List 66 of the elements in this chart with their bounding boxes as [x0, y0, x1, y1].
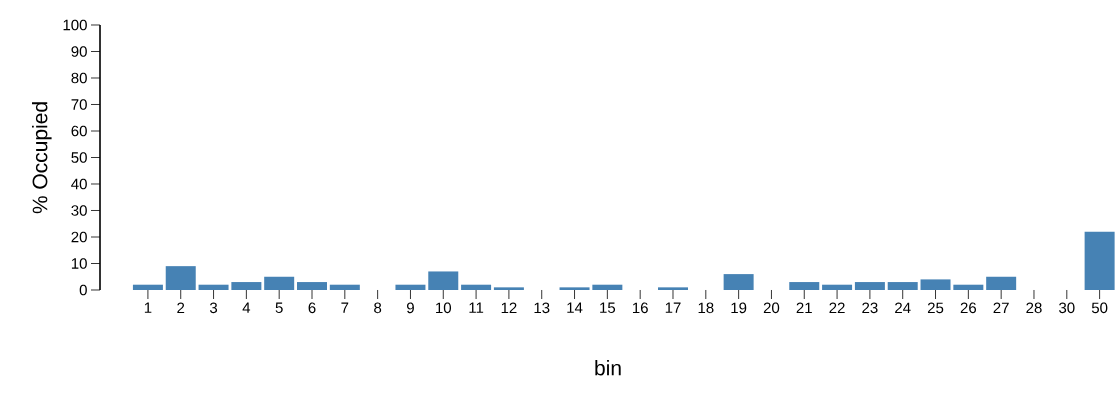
y-tick-label: 50 — [71, 152, 87, 163]
x-tick-label: 3 — [209, 302, 218, 314]
x-tick-label: 27 — [993, 302, 1009, 314]
y-tick-label: 30 — [71, 205, 87, 216]
bar — [329, 284, 360, 290]
y-tick-label: 90 — [71, 46, 87, 57]
bar — [887, 282, 918, 290]
bar — [920, 279, 951, 290]
x-tick-label: 8 — [374, 302, 382, 314]
x-tick-label: 11 — [469, 302, 484, 313]
x-tick-label: 18 — [698, 302, 714, 314]
x-tick-label: 28 — [1026, 302, 1042, 314]
x-tick-label: 25 — [927, 302, 944, 314]
bar — [395, 284, 426, 290]
x-tick-label: 23 — [862, 302, 878, 314]
bar — [789, 282, 820, 290]
x-tick-label: 30 — [1059, 302, 1075, 314]
bar — [461, 284, 492, 290]
x-tick-label: 9 — [406, 302, 414, 314]
x-tick-label: 21 — [796, 302, 812, 314]
y-tick-label: 40 — [71, 178, 87, 190]
y-tick-label: 60 — [71, 125, 87, 137]
bar — [264, 276, 295, 290]
y-tick-label: 10 — [71, 258, 87, 269]
x-tick-label: 16 — [632, 302, 648, 314]
x-tick-label: 1 — [144, 302, 152, 313]
x-tick-label: 17 — [665, 302, 681, 313]
bar — [953, 284, 984, 290]
x-tick-label: 20 — [763, 302, 780, 314]
bar — [822, 284, 853, 290]
bar — [854, 282, 885, 290]
x-tick-label: 12 — [501, 302, 517, 314]
bar — [132, 284, 163, 290]
y-tick-label: 100 — [63, 19, 87, 31]
x-tick-label: 10 — [436, 302, 452, 314]
bar — [428, 271, 459, 290]
y-tick-label: 0 — [79, 284, 87, 296]
bar — [297, 282, 327, 290]
bar — [657, 287, 688, 290]
bar — [165, 266, 196, 290]
x-axis-title: bin — [595, 360, 621, 376]
y-axis-title: % Occupied — [32, 102, 52, 214]
x-tick-label: 22 — [829, 302, 845, 314]
x-tick-label: 24 — [895, 302, 911, 314]
y-tick-label: 70 — [71, 99, 87, 110]
x-tick-label: 6 — [308, 302, 316, 314]
x-tick-label: 5 — [275, 302, 283, 313]
x-tick-label: 7 — [341, 302, 349, 313]
x-tick-label: 50 — [1091, 302, 1108, 314]
x-tick-label: 2 — [177, 302, 185, 314]
x-tick-label: 4 — [242, 302, 251, 313]
bar — [493, 287, 524, 290]
bar — [592, 284, 623, 290]
bar — [559, 287, 590, 290]
bar — [231, 282, 262, 290]
bar — [1084, 231, 1115, 290]
bar — [723, 274, 754, 290]
x-tick-label: 26 — [960, 302, 977, 314]
x-tick-label: 19 — [731, 302, 747, 314]
x-tick-label: 13 — [534, 302, 550, 314]
y-tick-label: 20 — [71, 231, 87, 243]
y-tick-label: 80 — [71, 72, 87, 84]
x-tick-label: 15 — [600, 302, 616, 313]
bar — [986, 276, 1017, 290]
x-tick-label: 14 — [567, 302, 583, 313]
bar — [198, 284, 229, 290]
